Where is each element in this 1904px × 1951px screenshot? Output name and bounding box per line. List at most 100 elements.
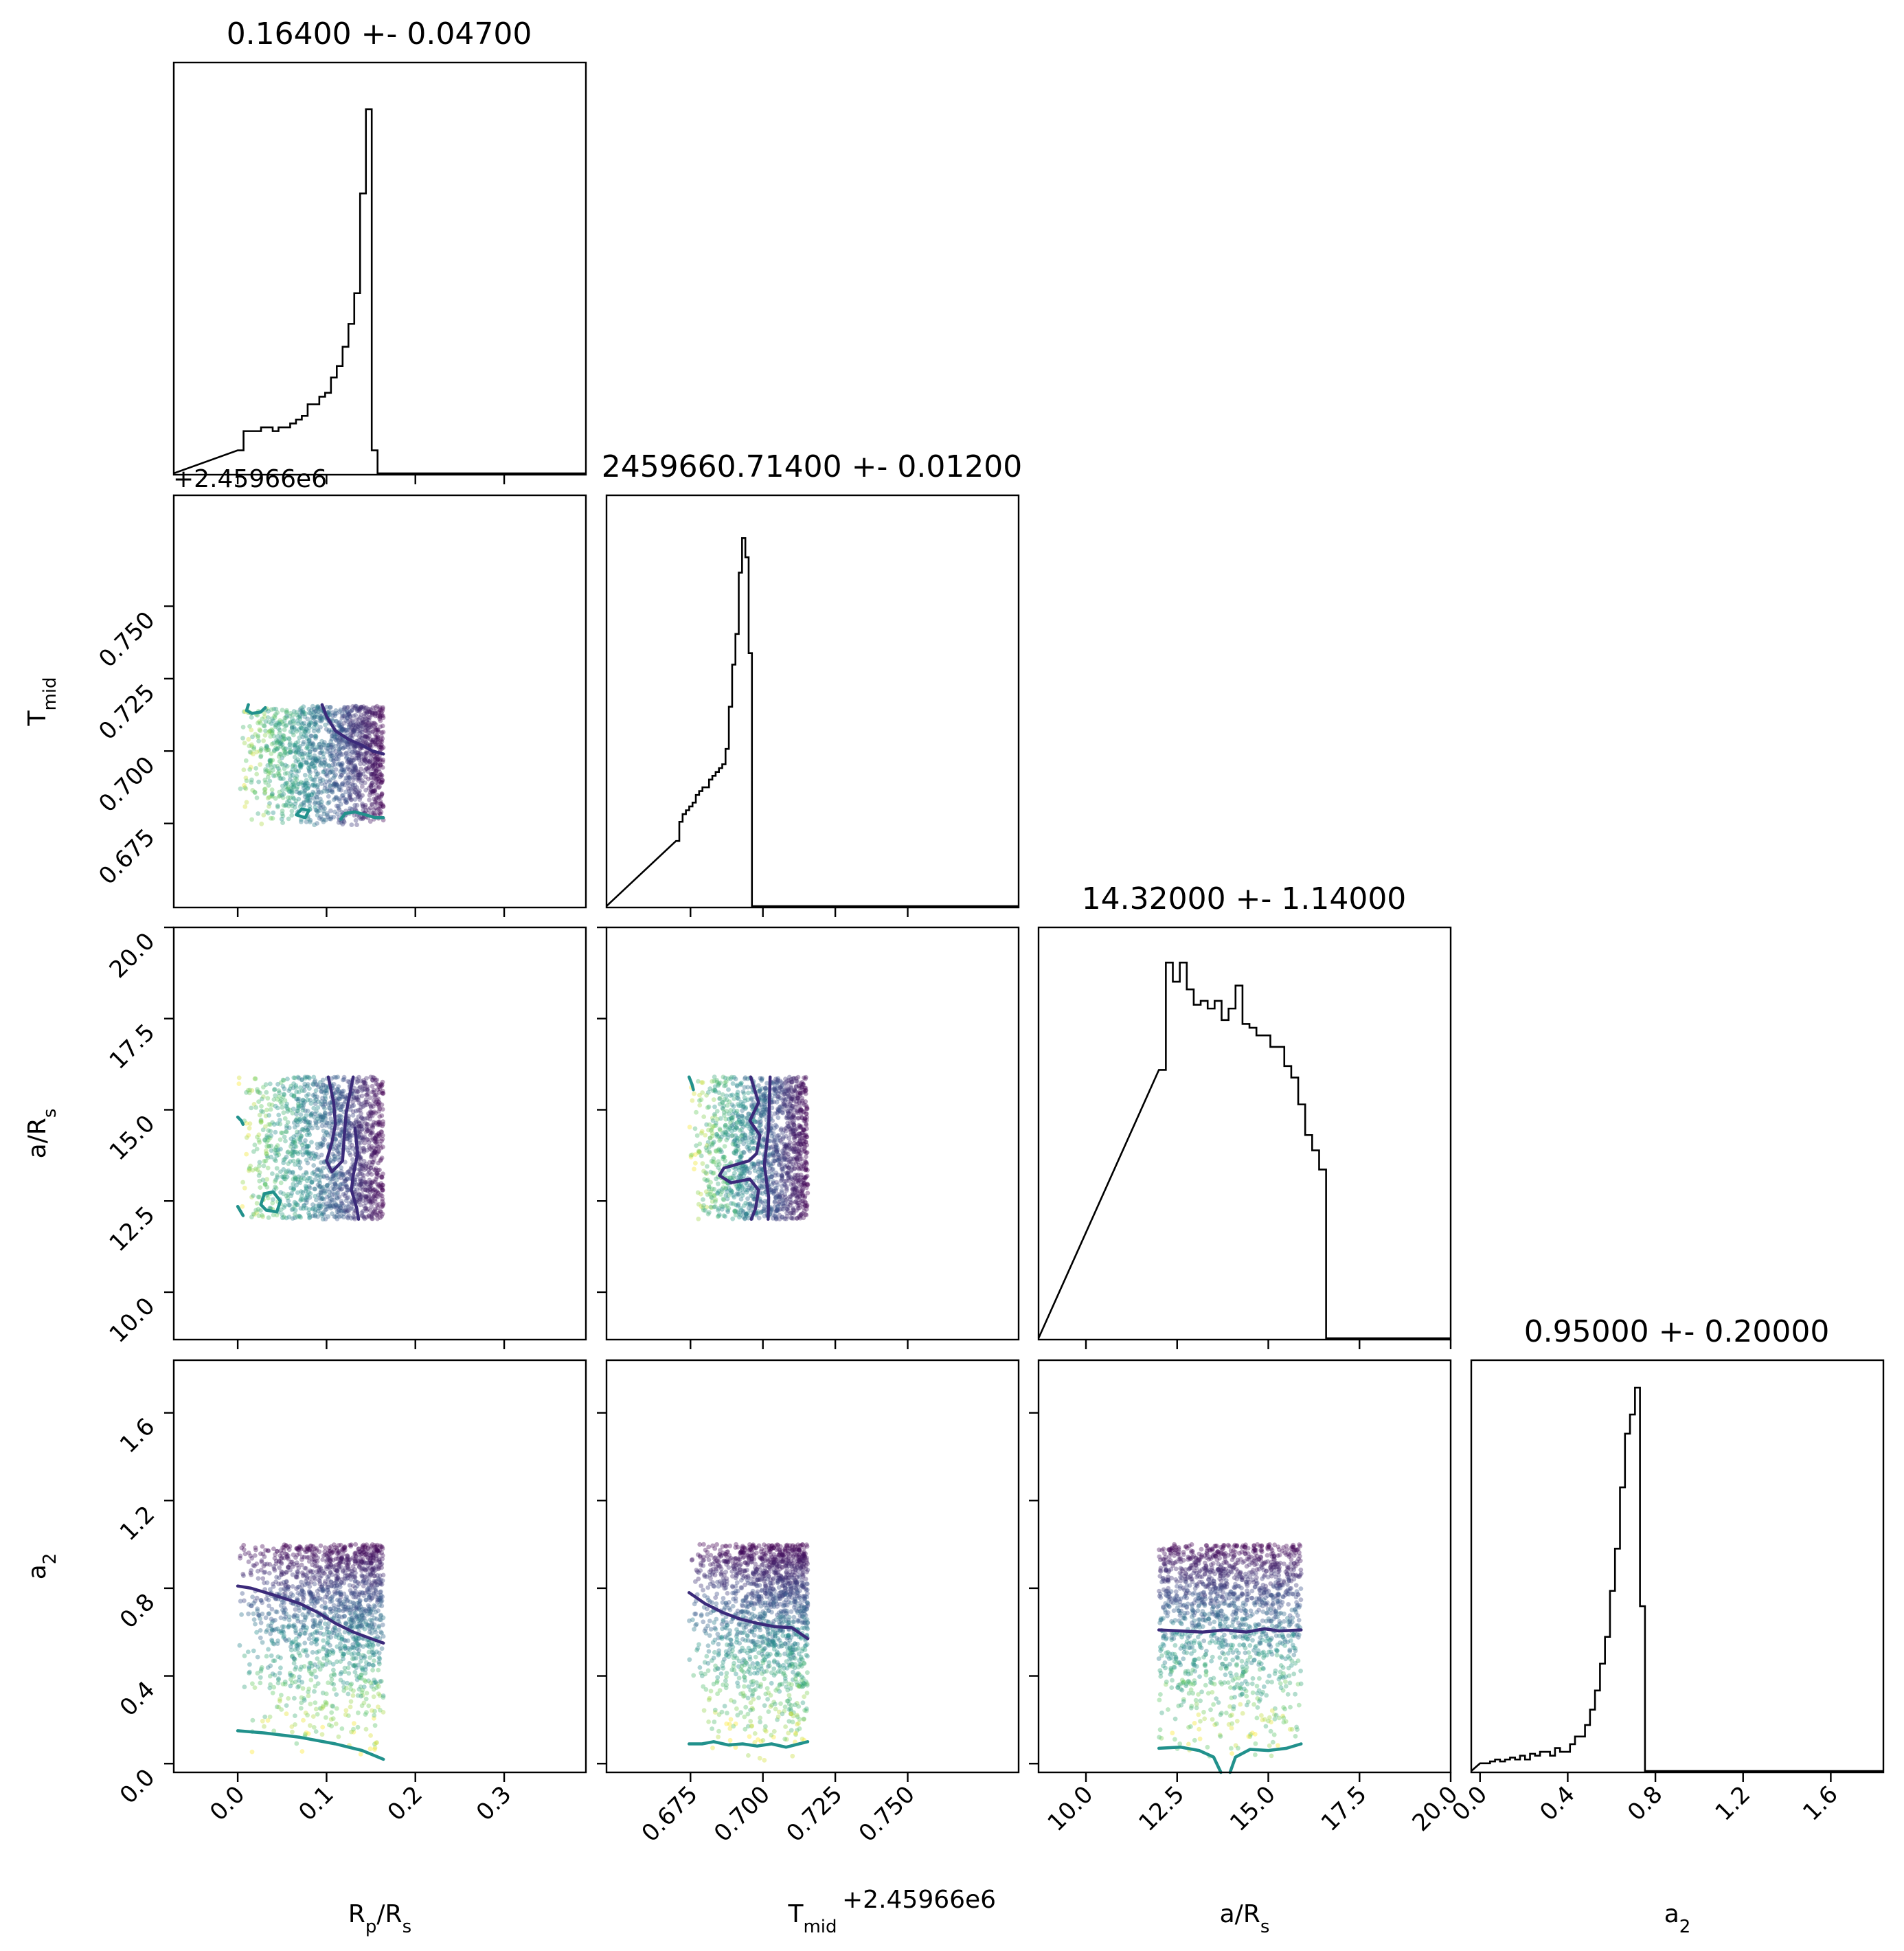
scatter-point bbox=[379, 793, 384, 798]
scatter-point bbox=[288, 787, 293, 791]
scatter-point bbox=[374, 780, 379, 785]
scatter-point bbox=[259, 1104, 264, 1109]
scatter-point bbox=[357, 797, 363, 802]
scatter-point bbox=[352, 782, 358, 788]
scatter-point bbox=[324, 1130, 330, 1136]
scatter-point bbox=[321, 817, 326, 822]
scatter-point bbox=[270, 791, 275, 797]
scatter-point bbox=[297, 1214, 302, 1219]
scatter-point bbox=[787, 1140, 793, 1145]
scatter-point bbox=[286, 1696, 291, 1701]
scatter-point bbox=[315, 795, 319, 800]
scatter-point bbox=[240, 736, 245, 741]
scatter-point bbox=[288, 748, 293, 754]
scatter-point bbox=[257, 1163, 262, 1169]
scatter-point bbox=[741, 1150, 747, 1155]
scatter-point bbox=[293, 776, 298, 781]
scatter-point bbox=[361, 1176, 366, 1181]
scatter-point bbox=[313, 774, 319, 780]
scatter-point bbox=[280, 719, 284, 725]
scatter-point bbox=[319, 717, 325, 723]
scatter-point bbox=[731, 1201, 736, 1206]
scatter-point bbox=[328, 769, 333, 775]
scatter-point bbox=[782, 1097, 788, 1103]
scatter-point bbox=[751, 1136, 757, 1141]
scatter-point bbox=[345, 730, 350, 736]
scatter-point bbox=[368, 724, 373, 730]
scatter-point bbox=[315, 1116, 320, 1122]
scatter-point bbox=[286, 795, 291, 800]
scatter-point bbox=[343, 778, 348, 784]
scatter-point bbox=[304, 1083, 310, 1089]
histogram-a2 bbox=[1471, 1386, 1883, 1772]
scatter-point bbox=[720, 1105, 725, 1111]
scatter-point bbox=[380, 1133, 385, 1138]
scatter-point bbox=[337, 807, 342, 812]
scatter-point bbox=[356, 1114, 361, 1119]
scatter-point bbox=[365, 710, 370, 715]
scatter-point bbox=[716, 1213, 721, 1219]
scatter-point bbox=[714, 1162, 719, 1168]
scatter-point bbox=[794, 1190, 800, 1195]
scatter-point bbox=[796, 1083, 802, 1088]
scatter-point bbox=[345, 759, 350, 764]
scatter-point bbox=[254, 749, 260, 755]
scatter-point bbox=[358, 771, 363, 777]
scatter-point bbox=[345, 728, 350, 732]
scatter-point bbox=[339, 762, 345, 767]
scatter-point bbox=[321, 742, 326, 747]
scatter-point bbox=[746, 1112, 751, 1116]
scatter-point bbox=[269, 751, 274, 756]
scatter-point bbox=[712, 1074, 717, 1080]
scatter-point bbox=[363, 774, 368, 780]
scatter-point bbox=[339, 1173, 345, 1177]
scatter-point bbox=[359, 758, 365, 763]
scatter-point bbox=[341, 820, 347, 825]
scatter-point bbox=[299, 1142, 305, 1148]
scatter-point bbox=[258, 721, 263, 726]
scatter-point bbox=[281, 1092, 286, 1097]
scatter-point bbox=[288, 1151, 293, 1157]
scatter-point bbox=[697, 1103, 703, 1108]
scatter-point bbox=[380, 802, 385, 807]
scatter-point bbox=[288, 1136, 294, 1141]
scatter-point bbox=[721, 1197, 727, 1203]
scatter-point bbox=[369, 771, 374, 777]
scatter-point bbox=[701, 1114, 707, 1119]
scatter-point bbox=[238, 786, 243, 791]
scatter-point bbox=[367, 715, 372, 720]
scatter-point bbox=[265, 1165, 271, 1171]
scatter-point bbox=[333, 767, 339, 772]
scatter-point bbox=[345, 772, 351, 777]
scatter-point bbox=[302, 791, 307, 796]
scatter-point bbox=[376, 807, 381, 811]
scatter-point bbox=[346, 756, 352, 762]
scatter-point bbox=[267, 769, 272, 774]
scatter-point bbox=[305, 744, 310, 749]
scatter-point bbox=[353, 712, 359, 718]
scatter-point bbox=[268, 1107, 273, 1112]
scatter-point bbox=[312, 763, 317, 769]
scatter-point bbox=[305, 1097, 310, 1103]
scatter-point bbox=[355, 789, 361, 795]
scatter-point bbox=[244, 1090, 249, 1095]
scatter-point bbox=[309, 708, 314, 713]
scatter-point bbox=[293, 750, 299, 756]
scatter-point bbox=[352, 768, 357, 774]
scatter-point bbox=[372, 732, 378, 737]
scatter-point bbox=[298, 748, 304, 754]
scatter-point bbox=[739, 1114, 745, 1118]
scatter-point bbox=[275, 734, 280, 739]
scatter-point bbox=[331, 756, 337, 760]
scatter-point bbox=[370, 1110, 376, 1116]
scatter-point bbox=[334, 719, 339, 724]
scatter-point bbox=[299, 761, 304, 767]
scatter-point bbox=[283, 1138, 288, 1144]
scatter-point bbox=[256, 1194, 261, 1199]
scatter-point bbox=[354, 744, 359, 749]
scatter-point bbox=[360, 724, 365, 730]
scatter-point bbox=[370, 780, 375, 786]
scatter-point bbox=[343, 751, 349, 756]
scatter-point bbox=[309, 1140, 314, 1144]
scatter-point bbox=[273, 1129, 278, 1135]
